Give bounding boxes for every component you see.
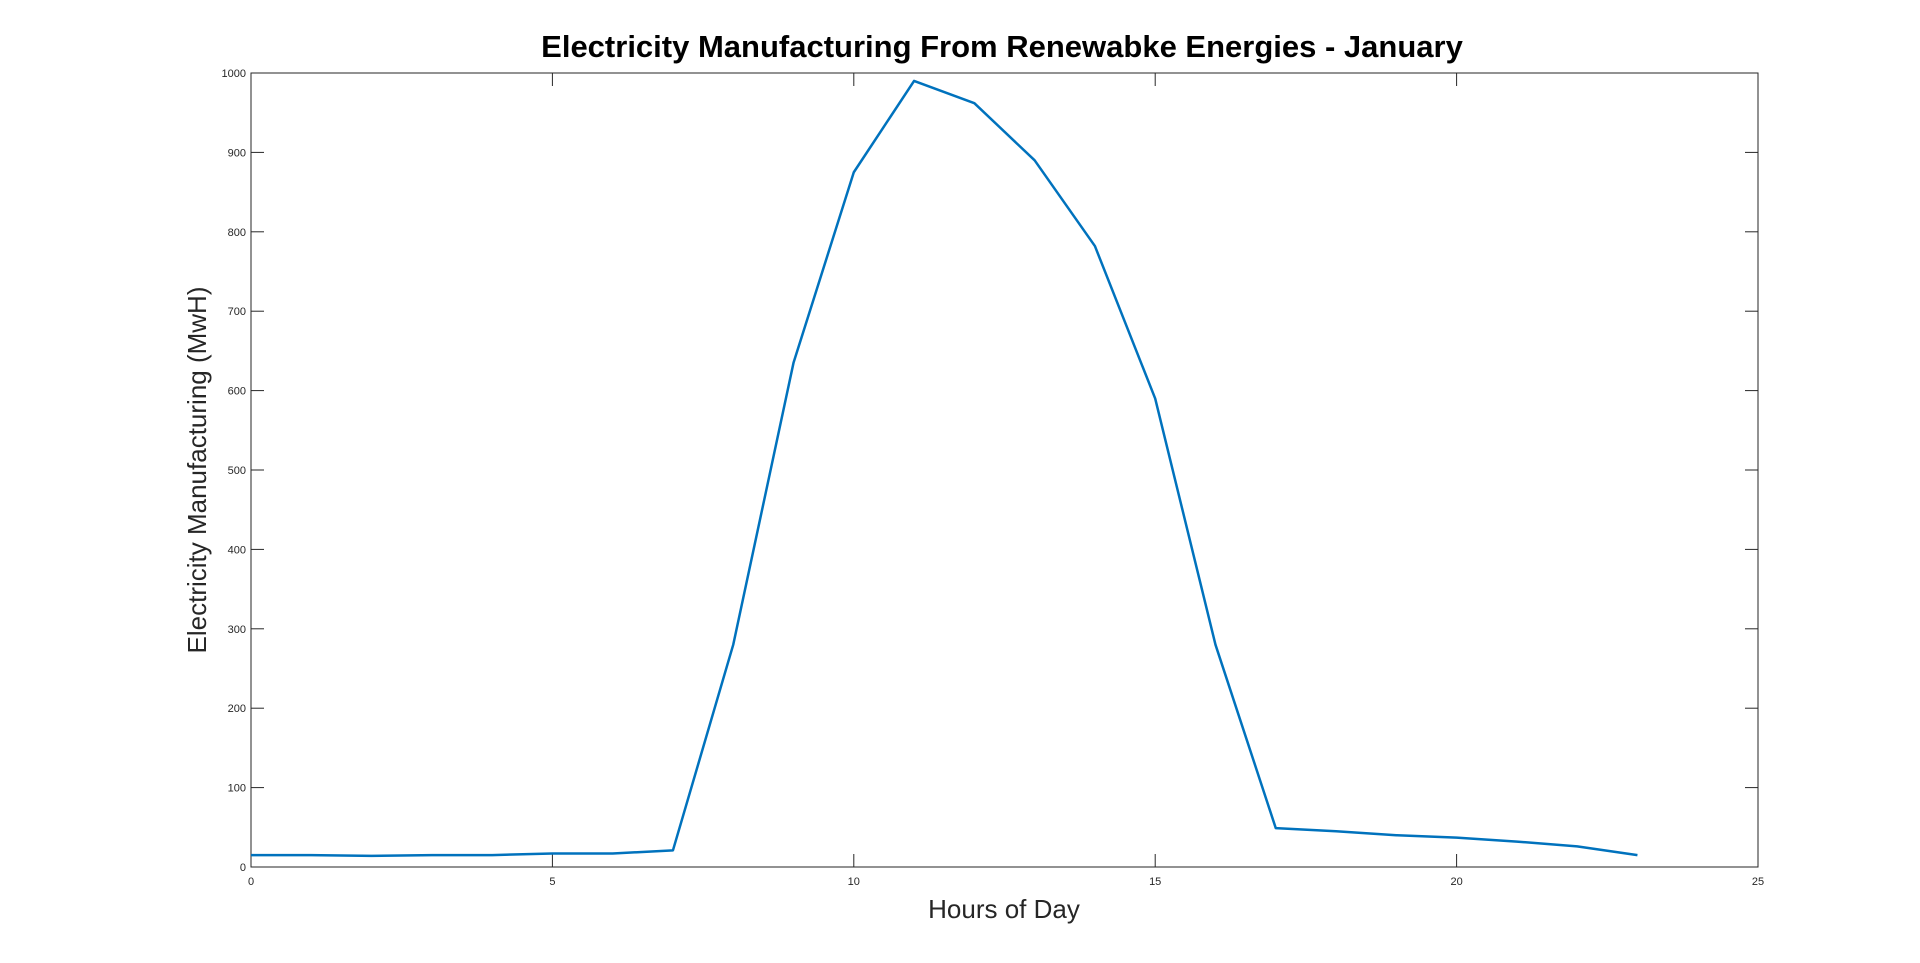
x-tick-label: 10 (848, 876, 860, 888)
y-tick-label: 500 (228, 465, 246, 477)
y-tick-label: 700 (228, 306, 246, 318)
y-axis-label: Electricity Manufacturing (MwH) (182, 287, 212, 654)
series-line (251, 79, 1638, 858)
chart-title: Electricity Manufacturing From Renewabke… (541, 29, 1463, 64)
y-tick-label: 600 (228, 386, 246, 398)
axis-ticks: 0 5 10 15 20 25 0 100 200 300 400 500 600 700 800 900 10… (222, 68, 1765, 888)
x-tick-label: 5 (549, 876, 555, 888)
y-tick-label: 400 (228, 544, 246, 556)
y-tick-label: 1000 (222, 68, 246, 80)
y-tick-label: 300 (228, 624, 246, 636)
y-tick-label: 900 (228, 147, 246, 159)
x-tick-label: 20 (1450, 876, 1462, 888)
x-axis-label: Hours of Day (928, 894, 1080, 924)
x-tick-label: 15 (1149, 876, 1161, 888)
y-tick-label: 100 (228, 783, 246, 795)
y-tick-label: 0 (240, 862, 246, 874)
y-tick-label: 200 (228, 703, 246, 715)
x-tick-label: 25 (1752, 876, 1764, 888)
y-tick-label: 800 (228, 227, 246, 239)
x-tick-label: 0 (248, 876, 254, 888)
plot-area (250, 72, 1759, 868)
series-layer (251, 79, 1638, 858)
